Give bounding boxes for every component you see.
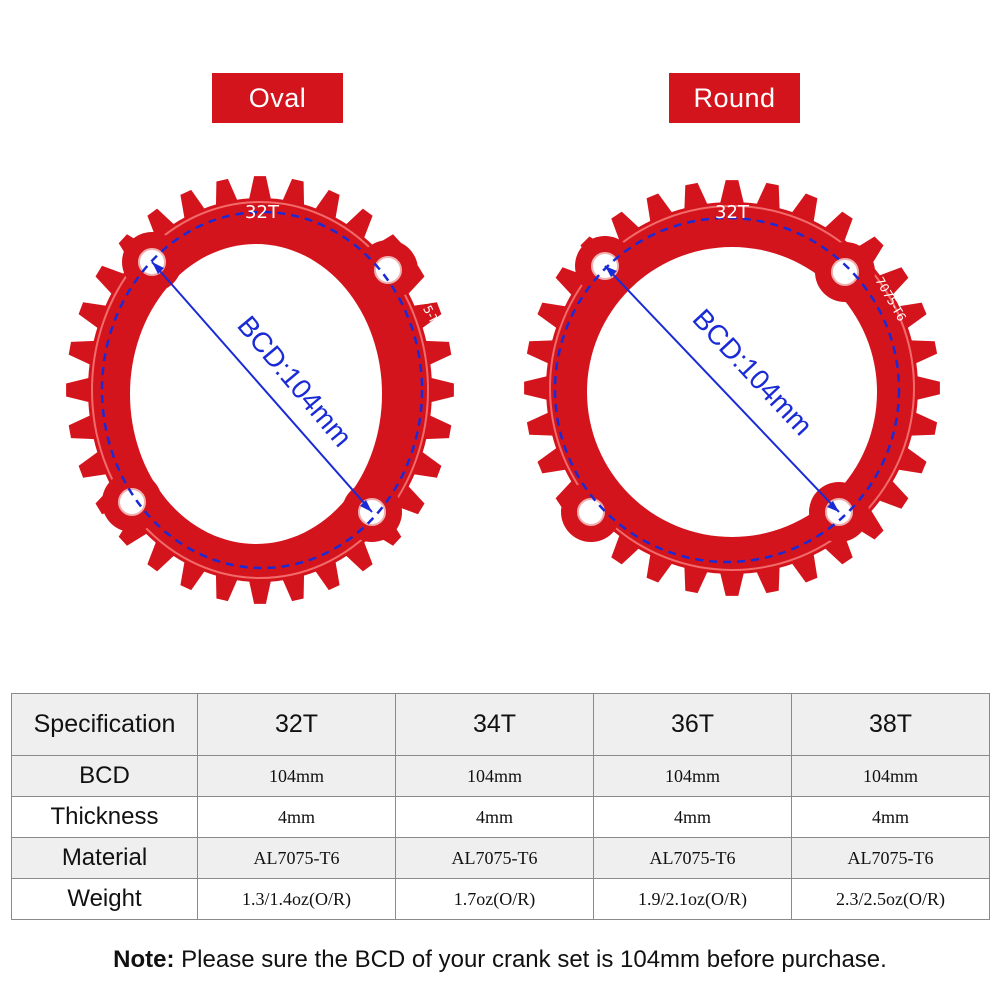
table-cell: AL7075-T6 xyxy=(197,837,396,879)
table-header-row: Specification 32T 34T 36T 38T xyxy=(11,693,990,756)
oval-bcd-line xyxy=(151,261,373,513)
round-teeth-count: 32T xyxy=(715,202,750,223)
chainring-tooth xyxy=(611,211,642,244)
table-cell: 1.3/1.4oz(O/R) xyxy=(197,878,396,920)
chainring-tooth xyxy=(524,375,551,401)
oval-arrow-start xyxy=(152,262,164,274)
table-cell: AL7075-T6 xyxy=(791,837,990,879)
purchase-note: Note: Please sure the BCD of your crank … xyxy=(0,946,1000,974)
chainring-tooth xyxy=(876,267,909,298)
header-cell: 34T xyxy=(395,693,594,756)
table-cell: AL7075-T6 xyxy=(395,837,594,879)
table-cell: 4mm xyxy=(791,796,990,838)
oval-teeth-count: 32T xyxy=(245,202,280,223)
chainring-tooth xyxy=(611,532,642,565)
note-prefix: Note: xyxy=(113,946,175,973)
round-label: Round xyxy=(669,73,800,123)
table-cell: 104mm xyxy=(197,755,396,797)
chainring-tooth xyxy=(248,577,272,604)
spec-table: Specification 32T 34T 36T 38T BCD 104mm … xyxy=(11,693,990,920)
chainring-tooth xyxy=(913,375,940,401)
table-cell: 104mm xyxy=(791,755,990,797)
round-bcd-circle xyxy=(553,216,901,564)
header-cell: 32T xyxy=(197,693,396,756)
table-cell: 104mm xyxy=(395,755,594,797)
row-label: Weight xyxy=(11,878,198,920)
chainring-tooth xyxy=(95,265,128,297)
table-row: Material AL7075-T6 AL7075-T6 AL7075-T6 A… xyxy=(11,837,990,879)
header-cell: Specification xyxy=(11,693,198,756)
chainring-tooth xyxy=(719,569,745,596)
oval-chainring-image: 32T 7075-T6 BCD:104mm xyxy=(66,176,454,604)
oval-chainring-rim xyxy=(91,201,429,579)
chainring-tooth xyxy=(822,211,853,244)
chainring-tooth xyxy=(719,180,745,207)
table-cell: 1.9/2.1oz(O/R) xyxy=(593,878,792,920)
table-row: Thickness 4mm 4mm 4mm 4mm xyxy=(11,796,990,838)
table-cell: 4mm xyxy=(395,796,594,838)
chainring-tooth xyxy=(147,538,177,572)
row-label: Thickness xyxy=(11,796,198,838)
table-cell: AL7075-T6 xyxy=(593,837,792,879)
round-chainring-rim xyxy=(549,205,915,571)
oval-label: Oval xyxy=(212,73,343,123)
round-arrow-start xyxy=(605,266,617,277)
row-label: BCD xyxy=(11,755,198,797)
table-cell: 1.7oz(O/R) xyxy=(395,878,594,920)
chainring-tooth xyxy=(343,208,373,242)
table-row: BCD 104mm 104mm 104mm 104mm xyxy=(11,755,990,797)
round-chainring-hole xyxy=(587,247,877,537)
round-bcd-line xyxy=(604,265,840,513)
oval-arrow-end xyxy=(360,500,372,512)
header-cell: 36T xyxy=(593,693,792,756)
chainring-tooth xyxy=(248,176,272,203)
table-cell: 4mm xyxy=(197,796,396,838)
chainring-tooth xyxy=(427,377,454,403)
chainring-tooth xyxy=(851,507,884,540)
table-cell: 104mm xyxy=(593,755,792,797)
table-cell: 2.3/2.5oz(O/R) xyxy=(791,878,990,920)
oval-bcd-circle xyxy=(100,210,424,570)
row-label: Material xyxy=(11,837,198,879)
chainring-tooth xyxy=(876,478,909,509)
note-text: Please sure the BCD of your crank set is… xyxy=(174,946,887,973)
round-arrow-end xyxy=(827,501,839,512)
header-cell: 38T xyxy=(791,693,990,756)
round-chainring-image: 32T 7075-T6 BCD:104mm xyxy=(524,180,940,596)
table-cell: 4mm xyxy=(593,796,792,838)
chainring-tooth xyxy=(66,377,93,403)
chainring-tooth xyxy=(343,538,373,572)
oval-chainring-hole xyxy=(130,244,382,544)
table-row: Weight 1.3/1.4oz(O/R) 1.7oz(O/R) 1.9/2.1… xyxy=(11,878,990,920)
